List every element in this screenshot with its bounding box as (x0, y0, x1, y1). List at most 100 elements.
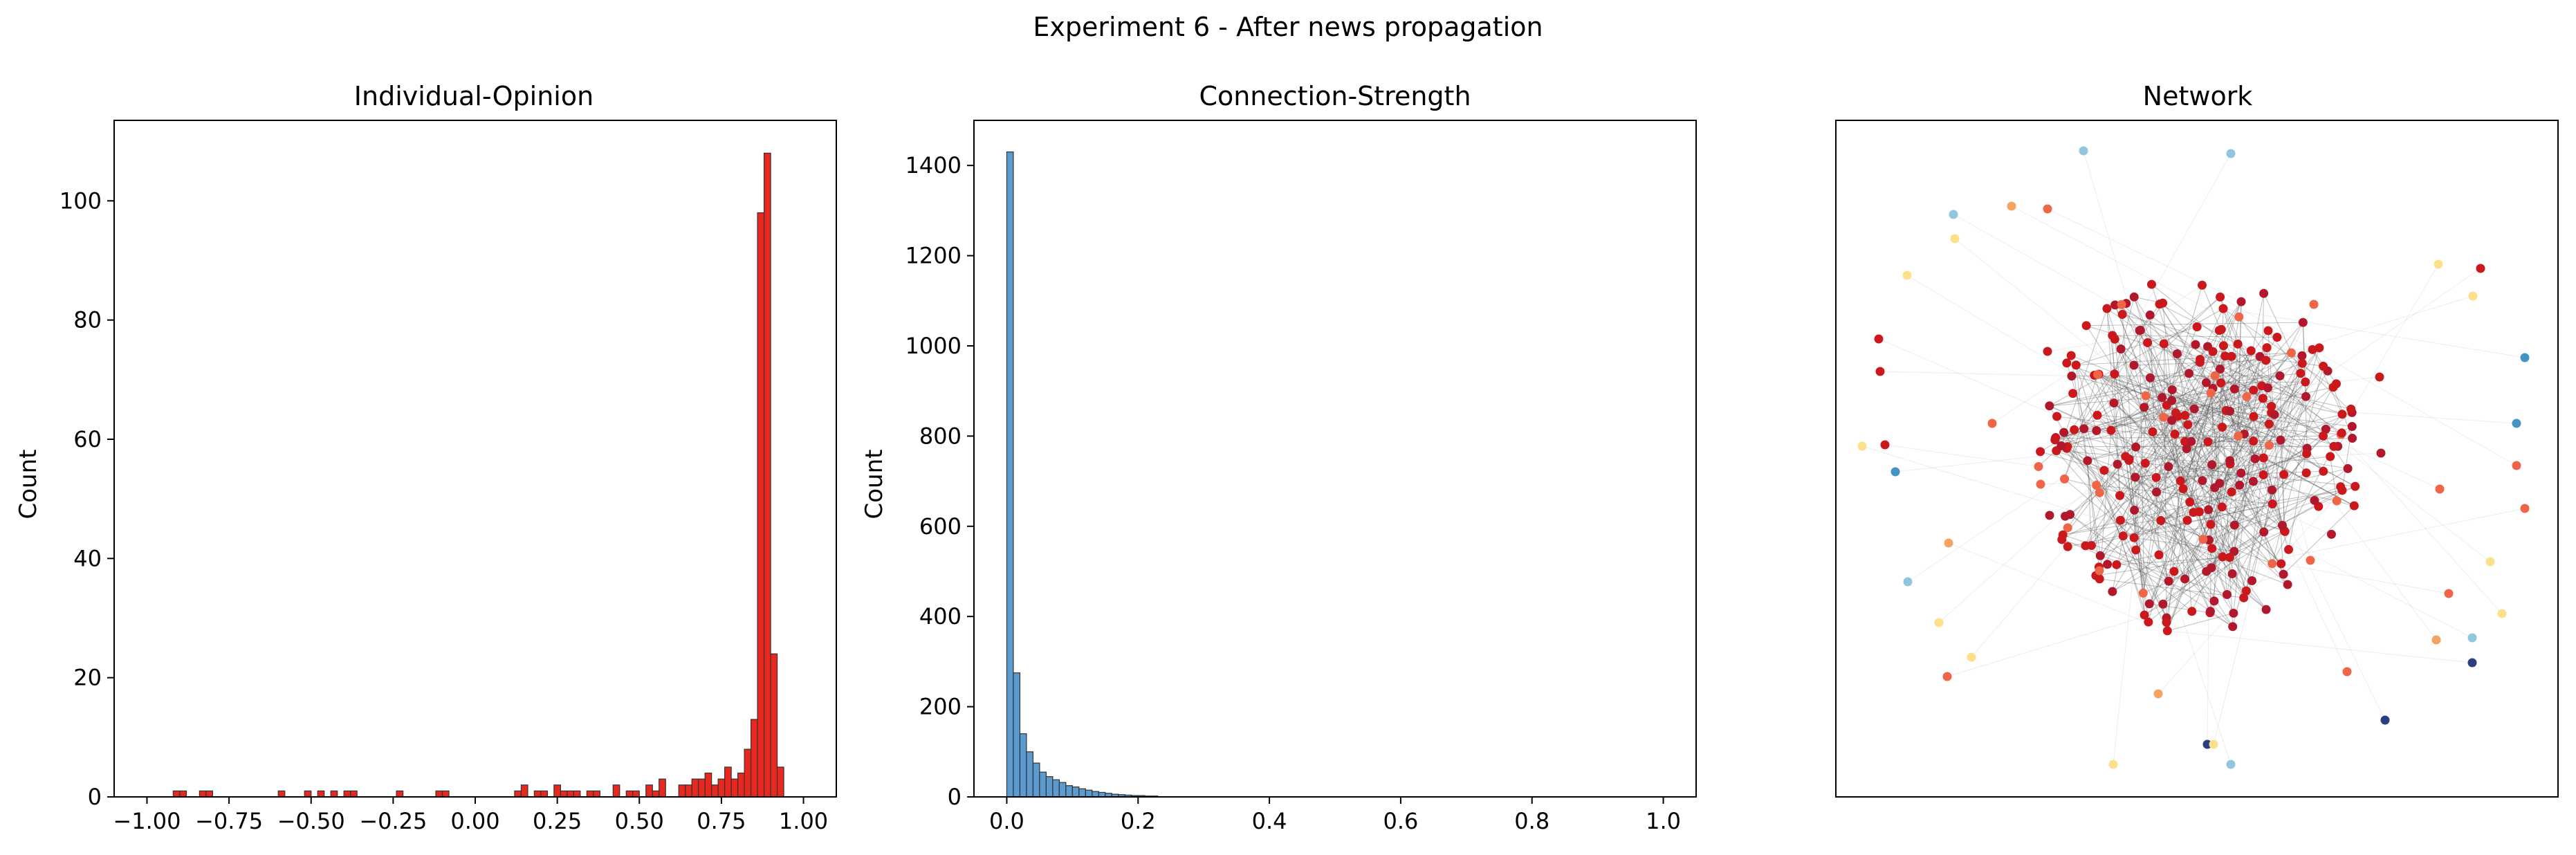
network-node (2204, 505, 2214, 515)
network-edge (2243, 434, 2386, 721)
network-node (2110, 369, 2119, 379)
network-edge (2097, 414, 2187, 450)
network-edge (2066, 448, 2234, 627)
network-edge (2280, 440, 2285, 532)
network-node (2435, 484, 2445, 494)
network-edge (2145, 463, 2355, 487)
network-edge (2279, 376, 2285, 531)
network-node (2092, 369, 2102, 379)
connection-histogram-ytick-label: 200 (919, 694, 962, 720)
connection-histogram-bar (1071, 787, 1080, 798)
connection-histogram-ytick-label: 400 (919, 603, 962, 629)
network-node (2310, 495, 2319, 505)
network-edge (2226, 448, 2308, 595)
opinion-histogram-yticks: 0 20 40 60 80 100 (59, 187, 114, 810)
network-edge (2234, 371, 2328, 526)
network-node (2145, 373, 2155, 383)
network-edge (2148, 551, 2235, 623)
opinion-histogram-bars (172, 152, 784, 798)
network-node (2067, 371, 2077, 381)
network-node (2301, 468, 2311, 478)
connection-histogram-xtick-label: 1.0 (1646, 808, 1681, 834)
network-node (2337, 428, 2346, 438)
network-node (2309, 300, 2319, 309)
opinion-histogram-bar (304, 790, 312, 798)
network-node (2158, 393, 2167, 403)
network-edge (2220, 296, 2517, 466)
opinion-histogram-bar (612, 784, 620, 798)
opinion-histogram-ylabel: Count (15, 450, 42, 520)
network-node (2229, 608, 2238, 618)
connection-histogram-ytick-label: 1000 (905, 333, 962, 359)
network-edge (2128, 460, 2267, 610)
network-node (2063, 523, 2072, 533)
network-node (2129, 292, 2139, 302)
network-node (2144, 599, 2154, 609)
network-edge (2114, 374, 2169, 582)
network-edge (2219, 453, 2307, 484)
network-node (2226, 760, 2236, 769)
network-edge (2049, 410, 2230, 516)
network-edge (2128, 459, 2157, 478)
network-frame (1835, 120, 2559, 798)
opinion-histogram-ytick-label: 0 (88, 784, 102, 810)
network-edge (2209, 434, 2245, 613)
network-node (2275, 371, 2285, 380)
network-node (2277, 520, 2287, 530)
network-edge (2174, 434, 2285, 532)
connection-histogram-bar (1052, 779, 1060, 798)
network-node (2376, 448, 2386, 458)
network-edge (2213, 349, 2313, 745)
network-edge (2097, 374, 2338, 447)
network-edge (2149, 524, 2235, 605)
network-node (2227, 569, 2237, 578)
network-edge (2064, 478, 2135, 538)
opinion-histogram-bar (560, 790, 568, 798)
network-edge (2096, 430, 2118, 465)
network-edge (2076, 352, 2292, 366)
network-edge (2155, 382, 2207, 478)
network-edge (2120, 153, 2232, 349)
network-node (2284, 544, 2294, 554)
network-node (2233, 339, 2243, 349)
opinion-histogram-bar (685, 784, 692, 798)
network-edge (2049, 405, 2136, 448)
network-node (2079, 146, 2088, 156)
network-edge (2149, 509, 2209, 605)
network-node (2180, 436, 2190, 446)
network-node (2034, 461, 2043, 471)
network-node (2267, 499, 2277, 509)
network-node (2262, 343, 2272, 353)
network-edge (2110, 351, 2214, 431)
network-node (2512, 461, 2521, 470)
connection-histogram-bar (1092, 791, 1099, 798)
network-edge (2085, 504, 2273, 546)
opinion-histogram-bar (553, 784, 561, 798)
network-node (2169, 567, 2179, 576)
network-edge (2087, 460, 2167, 618)
network-edge (2113, 403, 2282, 564)
network-edge (2061, 445, 2245, 598)
network-node (1902, 270, 1912, 280)
network-edge (2171, 376, 2380, 401)
network-node (2175, 476, 2185, 486)
network-edge (2151, 284, 2342, 435)
network-edge (2086, 325, 2440, 490)
network-edge (2149, 347, 2267, 605)
network-edge (2243, 434, 2264, 475)
opinion-histogram-bar (179, 790, 187, 798)
network-edge (2139, 330, 2187, 449)
network-node (2070, 425, 2079, 434)
network-edge (2067, 344, 2196, 528)
opinion-histogram-xtick-label: −0.75 (195, 808, 263, 834)
network-edge (2049, 375, 2216, 407)
network-edge (2083, 302, 2164, 430)
connection-histogram-bars (1006, 151, 1159, 798)
network-edge (2160, 520, 2186, 580)
network-edge (2208, 441, 2254, 511)
network-node (2297, 358, 2307, 368)
network-node (2152, 487, 2162, 497)
network-node (2234, 312, 2244, 322)
network-node (2227, 487, 2236, 497)
opinion-histogram-bar (540, 790, 549, 798)
